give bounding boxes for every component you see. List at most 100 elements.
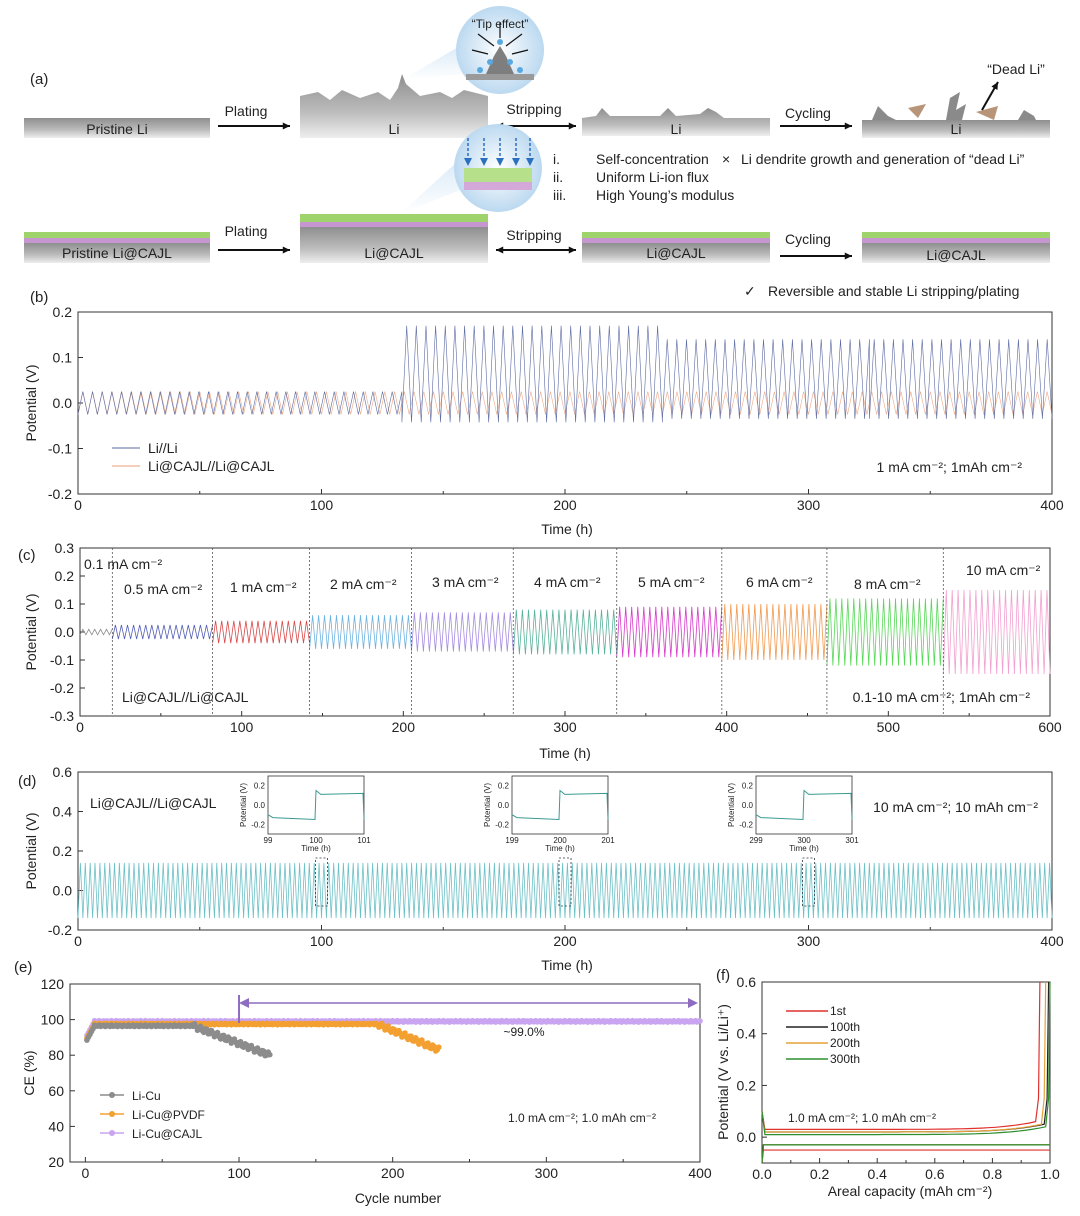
legend-label: 100th [830, 1020, 860, 1034]
series-li-li [77, 325, 1053, 423]
panel-c-annotation: 0.1-10 mA cm⁻²; 1mAh cm⁻² [853, 689, 1031, 705]
pristine-cajl-label: Pristine Li@CAJL [62, 245, 172, 261]
li-ion-dot [517, 67, 523, 73]
y-tick-label: -0.3 [50, 708, 74, 724]
y-tick-label: 0.4 [53, 804, 73, 820]
inset-zoom-box [315, 857, 328, 907]
rate-label: 10 mA cm⁻² [966, 562, 1041, 578]
x-tick-label: 400 [688, 1165, 712, 1181]
inset-trace [267, 789, 365, 821]
flux-arrow-head [512, 158, 520, 166]
rate-series [79, 628, 113, 636]
ce-point [204, 1026, 210, 1032]
panel-e-ylabel: CE (%) [21, 1050, 37, 1095]
tip-flux-arrow [505, 33, 523, 47]
y-tick-label: 0.0 [737, 1129, 757, 1145]
panel-d-xlabel: Time (h) [541, 957, 593, 973]
stripping-curve [761, 981, 1047, 1133]
panel-b-letter: (b) [30, 289, 48, 306]
flux-arrow-head [480, 158, 488, 166]
inset-trace [511, 789, 609, 821]
legend-label: Li-Cu@PVDF [132, 1108, 205, 1122]
x-tick-label: 200 [553, 933, 577, 949]
y-tick-label: 0.6 [737, 974, 757, 990]
panel-b-annotation: 1 mA cm⁻²; 1mAh cm⁻² [877, 459, 1023, 475]
inset-ylabel: Potential (V) [727, 783, 736, 827]
panel-f-annotation: 1.0 mA cm⁻²; 1.0 mAh cm⁻² [788, 1111, 936, 1125]
rate-label: 6 mA cm⁻² [746, 574, 813, 590]
feature-text: High Young’s modulus [596, 187, 734, 203]
x-tick-label: 1.0 [1040, 1166, 1060, 1182]
dendrite [1018, 110, 1036, 120]
y-tick-label: 120 [41, 976, 65, 992]
feature-num: iii. [553, 187, 566, 203]
dendrite-text: Li dendrite growth and generation of “de… [741, 151, 1025, 167]
inset: 99 100 101 -0.2 0.0 0.2 Time (h) Potential (V) [239, 775, 371, 853]
cycling-label-2: Cycling [785, 231, 831, 247]
x-tick-label: 600 [1038, 719, 1062, 735]
legend-label: 200th [830, 1036, 860, 1050]
ce-point [237, 1038, 244, 1045]
x-tick-label: 400 [1040, 933, 1064, 949]
ce-point [254, 1045, 261, 1051]
x-tick-label: 200 [553, 497, 577, 513]
ce-point [385, 1023, 391, 1029]
inset-zoom-box [558, 857, 572, 907]
cycling-arrow-2-head [844, 252, 852, 260]
y-tick-label: 0.1 [55, 596, 75, 612]
y-tick-label: 60 [48, 1083, 64, 1099]
y-tick-label: 0.0 [55, 624, 75, 640]
stripping-label: Stripping [506, 101, 561, 117]
panel-c-ylabel: Potential (V) [23, 593, 39, 670]
plated-cajl-label: Li@CAJL [364, 245, 424, 261]
ce-point [197, 1023, 204, 1029]
rate-series [512, 609, 618, 655]
rate-label: 4 mA cm⁻² [534, 574, 601, 590]
inset-x-tick: 301 [845, 836, 859, 845]
y-tick-label: 0.2 [53, 304, 73, 320]
dendrite [872, 106, 896, 120]
rate-label: 8 mA cm⁻² [854, 576, 921, 592]
li-ion-dot [477, 67, 483, 73]
dead-li-piece [976, 106, 998, 120]
plating-label-2: Plating [225, 223, 268, 239]
tip-bubble-spike [486, 46, 514, 74]
panel-a: Pristine Li Plating Li “Tip effect” Strippin… [24, 6, 1050, 299]
y-tick-label: 0.0 [53, 395, 73, 411]
cajl-magnifier-cone [400, 150, 470, 214]
legend-li-cajl: Li@CAJL//Li@CAJL [148, 458, 275, 474]
legend-marker [109, 1092, 115, 1098]
legend-label: Li-Cu@CAJL [132, 1127, 203, 1141]
y-tick-label: 0.4 [737, 1026, 757, 1042]
rate-label: 0.5 mA cm⁻² [124, 581, 203, 597]
inset-y-tick: 0.2 [742, 782, 754, 791]
ce-point [220, 1032, 227, 1039]
panel-c-series-label: Li@CAJL//Li@CAJL [122, 689, 249, 705]
inset-x-tick: 201 [601, 836, 615, 845]
panel-b-xlabel: Time (h) [541, 521, 593, 537]
cycling-arrow-head [844, 122, 852, 130]
inset-xlabel: Time (h) [789, 844, 819, 853]
series-cajl-10ma [77, 862, 1053, 919]
pristine-li-slab [24, 118, 210, 138]
rate-series [721, 603, 828, 661]
cajl-bubble-layer2 [464, 182, 532, 190]
rate-series [411, 612, 514, 652]
x-tick-label: 300 [553, 719, 577, 735]
panel-f-ylabel: Potential (V vs. Li/Li⁺) [715, 1004, 731, 1140]
flux-arrow-head [526, 158, 534, 166]
y-tick-label: 0.6 [53, 764, 73, 780]
panel-e: 0 100 200 300 400 20 40 60 80 100 120 Cycle number C… [21, 976, 712, 1206]
x-tick-label: 0.2 [810, 1166, 830, 1182]
panel-f-frame [761, 981, 1051, 1164]
x-tick-label: 400 [1040, 497, 1064, 513]
feature-text: Uniform Li-ion flux [596, 169, 709, 185]
inset-y-tick: -0.2 [739, 820, 753, 829]
cross-mark: × [722, 151, 730, 167]
plating-arrow-2-head [282, 246, 290, 254]
stripping-curve [761, 981, 1051, 1136]
tip-magnifier-cone [402, 40, 470, 80]
stripped-cajl-cajl-mid [582, 238, 770, 243]
panel-f-xlabel: Areal capacity (mAh cm⁻²) [828, 1183, 993, 1199]
